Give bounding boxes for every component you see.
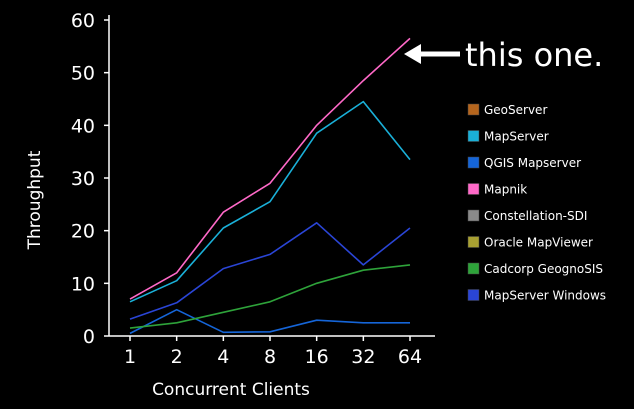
legend-label: MapServer [484,130,549,144]
legend-label: Oracle MapViewer [484,236,593,250]
legend-label: Constellation-SDI [484,209,587,223]
x-tick-label: 64 [398,346,422,368]
y-tick-label: 20 [71,221,95,243]
series-line-mapnik [129,37,411,300]
legend-swatch [467,103,480,116]
series-line-cadcorp-geognosis [129,264,411,329]
legend-swatch [467,236,480,248]
legend-swatch [467,183,480,195]
legend-label: QGIS Mapserver [484,156,581,170]
y-tick-label: 30 [71,168,95,190]
annotation-text: this one. [465,36,603,74]
x-tick-label: 1 [124,346,136,368]
legend-swatch [467,156,480,169]
legend-label: Cadcorp GeognoSIS [484,262,603,276]
y-tick-label: 0 [83,326,95,348]
legend: GeoServer MapServer QGIS Mapserver Mapnik Co… [467,103,606,303]
legend-label: GeoServer [484,103,547,117]
x-tick-labels: 1 2 4 8 16 32 64 [124,346,422,368]
series-line-mapserver [129,100,411,303]
series-lines [129,37,411,335]
y-tick-label: 50 [71,63,95,85]
y-axis-title: Throughput [25,150,45,250]
legend-label: MapServer Windows [484,289,606,303]
x-tick-label: 2 [171,346,183,368]
annotation: this one. [404,36,603,74]
series-line-mapserver-windows [129,222,411,320]
x-tick-label: 32 [351,346,375,368]
x-axis-title: Concurrent Clients [152,380,310,400]
legend-swatch [467,289,480,301]
y-tick-labels: 0 10 20 30 40 50 60 [71,10,95,348]
annotation-arrowhead [404,44,421,64]
chart-axes [104,15,435,341]
x-tick-label: 4 [217,346,229,368]
series-line-qgis-mapserver [129,308,410,335]
y-tick-label: 10 [71,273,95,295]
legend-swatch [467,262,480,275]
x-tick-label: 8 [264,346,276,368]
legend-swatch [467,209,480,222]
y-tick-label: 40 [71,115,95,137]
legend-swatch [467,130,480,142]
x-tick-label: 16 [305,346,329,368]
y-tick-label: 60 [71,10,95,32]
legend-label: Mapnik [484,183,527,197]
